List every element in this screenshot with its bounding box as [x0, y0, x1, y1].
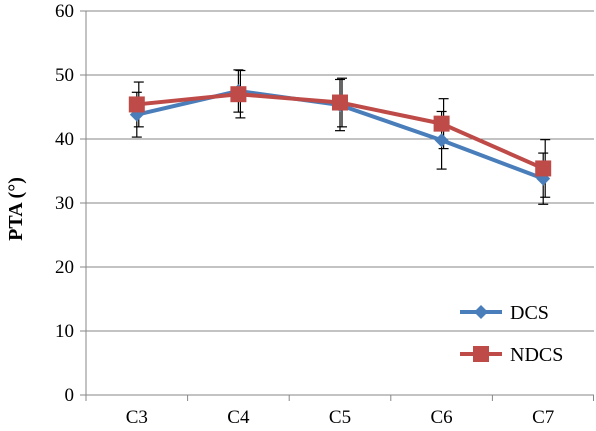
legend-marker-ndcs [473, 346, 489, 362]
y-tick-label: 0 [65, 385, 75, 406]
gridlines [86, 10, 594, 332]
x-tick-labels: C3 C4 C5 C6 C7 [126, 407, 555, 428]
legend-marker-dcs [474, 305, 488, 319]
y-tick-label: 50 [55, 65, 74, 86]
x-tick-label: C6 [431, 407, 453, 428]
y-tick-label: 20 [55, 257, 74, 278]
marker-dcs [434, 133, 449, 148]
y-axis-title: PTA (°) [5, 177, 27, 241]
x-tick-label: C7 [532, 407, 554, 428]
marker-ndcs [535, 160, 552, 177]
x-tick-label: C5 [329, 407, 351, 428]
x-tick-label: C3 [126, 407, 148, 428]
marker-ndcs [230, 86, 247, 103]
y-tick-label: 30 [55, 193, 74, 214]
legend-label-dcs: DCS [510, 302, 549, 324]
y-tick-labels: 0 10 20 30 40 50 60 [55, 1, 74, 406]
y-tick-label: 60 [55, 1, 74, 22]
y-tick-label: 10 [55, 321, 74, 342]
marker-ndcs [433, 115, 450, 132]
y-tick-label: 40 [55, 129, 74, 150]
marker-ndcs [128, 96, 145, 113]
series-markers [128, 84, 552, 186]
error-bars [131, 69, 551, 205]
legend-label-ndcs: NDCS [510, 344, 563, 366]
axes [80, 10, 594, 401]
legend: DCS NDCS [460, 302, 563, 366]
marker-ndcs [332, 94, 348, 111]
x-tick-label: C4 [227, 407, 250, 428]
